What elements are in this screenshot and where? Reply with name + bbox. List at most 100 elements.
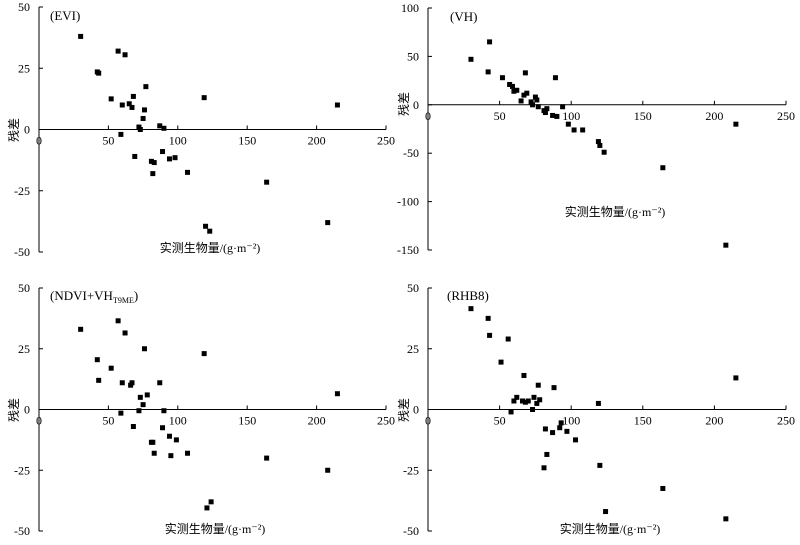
data-point xyxy=(143,84,149,90)
x-tick-label: 50 xyxy=(102,414,114,428)
x-tick-label: 250 xyxy=(377,134,395,148)
data-point xyxy=(528,99,534,105)
data-point xyxy=(78,326,84,332)
data-point xyxy=(554,113,560,119)
y-tick-label: -50 xyxy=(403,146,419,160)
data-point xyxy=(157,380,163,386)
x-tick-label: 200 xyxy=(308,414,326,428)
data-point xyxy=(151,160,157,166)
data-point xyxy=(530,102,536,108)
data-point xyxy=(535,104,541,110)
data-point xyxy=(150,171,156,177)
data-point xyxy=(122,330,128,336)
y-tick-label: -50 xyxy=(14,245,30,259)
y-axis-label: 残差 xyxy=(7,398,21,422)
data-point xyxy=(126,101,132,107)
data-point xyxy=(118,410,124,416)
x-tick-label: 0 xyxy=(425,414,431,428)
data-point xyxy=(565,121,571,127)
data-point xyxy=(151,450,157,456)
x-tick-label: 0 xyxy=(36,134,42,148)
data-point xyxy=(521,372,527,378)
data-point xyxy=(550,112,556,118)
data-point xyxy=(521,92,527,98)
data-point xyxy=(119,102,125,108)
data-point xyxy=(601,149,607,155)
data-point xyxy=(514,87,520,93)
x-tick-label: 150 xyxy=(634,414,652,428)
x-tick-label: 100 xyxy=(562,109,580,123)
data-point xyxy=(468,56,474,62)
data-point xyxy=(499,75,505,81)
data-point xyxy=(580,127,586,133)
x-axis-label: 实测生物量/(g·m⁻²) xyxy=(565,204,666,219)
x-tick-label: 200 xyxy=(308,134,326,148)
data-point xyxy=(160,425,166,431)
x-tick-label: 150 xyxy=(238,134,256,148)
data-point xyxy=(571,127,577,133)
data-point xyxy=(78,33,84,39)
data-point xyxy=(558,420,564,426)
data-point xyxy=(115,48,121,54)
data-point xyxy=(530,407,536,412)
data-point xyxy=(557,425,563,431)
data-point xyxy=(168,453,174,459)
y-axis-label: 残差 xyxy=(397,398,411,422)
data-point xyxy=(129,380,135,386)
data-point xyxy=(572,437,578,443)
data-point xyxy=(511,88,517,94)
y-tick-label: 50 xyxy=(18,0,30,14)
data-point xyxy=(264,455,270,461)
data-point xyxy=(208,499,214,505)
data-point xyxy=(129,104,135,110)
data-point xyxy=(505,336,511,342)
y-tick-label: 25 xyxy=(18,342,30,356)
x-tick-label: 100 xyxy=(169,414,187,428)
data-point xyxy=(595,139,601,145)
x-tick-label: 0 xyxy=(425,109,431,123)
chart-title: (RHB8) xyxy=(447,288,489,303)
data-point xyxy=(520,398,526,404)
y-tick-label: 25 xyxy=(18,61,30,75)
y-tick-label: -100 xyxy=(397,195,419,209)
x-tick-label: 250 xyxy=(777,109,795,123)
data-point xyxy=(560,104,566,110)
data-point xyxy=(166,156,172,162)
data-point xyxy=(334,102,340,108)
data-point xyxy=(130,93,136,99)
data-point xyxy=(597,462,603,468)
data-point xyxy=(723,516,729,522)
y-tick-label: -150 xyxy=(397,243,419,257)
chart-title: (EVI) xyxy=(50,8,80,23)
y-tick-label: 0 xyxy=(413,403,419,417)
y-tick-label: 25 xyxy=(407,342,419,356)
data-point xyxy=(508,409,514,415)
x-tick-label: 50 xyxy=(494,109,506,123)
data-point xyxy=(595,400,601,406)
data-point xyxy=(733,375,739,381)
data-point xyxy=(161,125,167,131)
chart-title: (VH) xyxy=(450,9,477,24)
x-tick-label: 250 xyxy=(377,414,395,428)
x-tick-label: 50 xyxy=(102,134,114,148)
x-tick-label: 100 xyxy=(562,414,580,428)
data-point xyxy=(487,332,493,338)
y-tick-label: 0 xyxy=(24,123,30,137)
data-point xyxy=(201,351,207,357)
x-tick-label: 200 xyxy=(705,414,723,428)
data-point xyxy=(525,398,531,404)
data-point xyxy=(203,223,209,229)
data-point xyxy=(141,346,147,352)
data-point xyxy=(157,123,163,129)
chart-title: (NDVI+VHT9ME) xyxy=(50,288,138,305)
data-point xyxy=(325,467,331,473)
data-point xyxy=(96,377,102,383)
data-point xyxy=(166,433,172,439)
data-point xyxy=(108,365,114,371)
data-point xyxy=(552,75,558,81)
y-tick-label: -25 xyxy=(403,463,419,477)
y-tick-label: -25 xyxy=(14,463,30,477)
